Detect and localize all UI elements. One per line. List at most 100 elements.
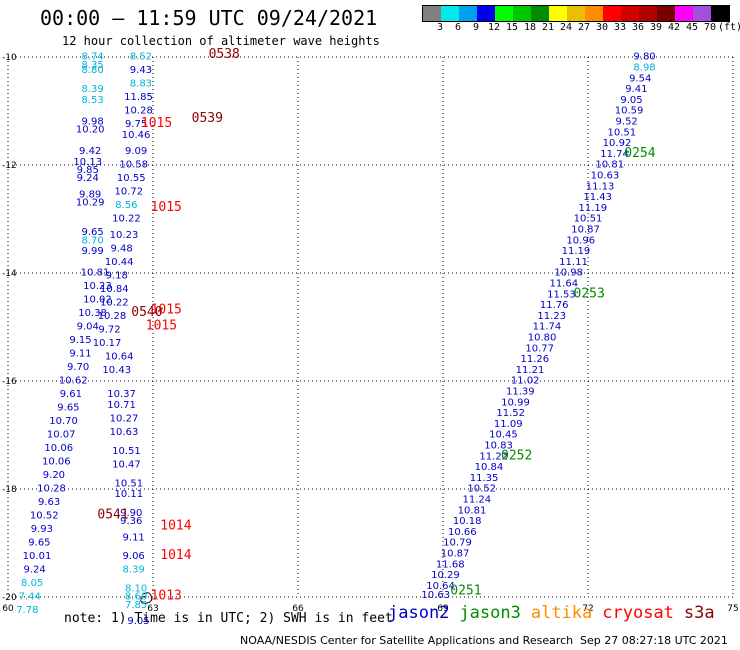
swh-value: 8.10 <box>125 584 147 595</box>
swh-value: 8.56 <box>115 200 137 211</box>
swh-value: 11.21 <box>516 365 545 376</box>
swh-value: 10.01 <box>23 551 52 562</box>
pass-time-label: 1015 <box>141 116 172 131</box>
swh-value: 9.75 <box>125 119 147 130</box>
pass-time-label: 1013 <box>151 589 182 604</box>
island-coastline <box>140 592 153 604</box>
swh-value: 9.99 <box>81 246 103 257</box>
x-tick-label: 66 <box>292 604 304 614</box>
swh-value: 10.84 <box>100 284 129 295</box>
color-scale-label: 45 <box>685 22 699 33</box>
swh-value: 10.96 <box>566 235 595 246</box>
swh-value: 11.11 <box>559 257 588 268</box>
map-title: 00:00 – 11:59 UTC 09/24/2021 <box>40 6 378 30</box>
swh-value: 10.84 <box>475 462 504 473</box>
pass-time-label: 0253 <box>574 286 605 301</box>
swh-value: 10.92 <box>603 138 632 149</box>
swh-value: 11.53 <box>547 289 576 300</box>
swh-value: 9.72 <box>98 324 120 335</box>
color-swatch <box>441 6 459 21</box>
y-tick-label: -20 <box>2 593 17 603</box>
swh-value: 10.23 <box>110 230 139 241</box>
swh-value: 10.29 <box>431 570 460 581</box>
swh-value: 9.43 <box>130 65 152 76</box>
swh-value: 7.44 <box>19 592 41 603</box>
swh-value: 10.43 <box>102 365 131 376</box>
color-scale-label: 36 <box>631 22 645 33</box>
swh-value: 9.05 <box>620 95 642 106</box>
swh-value: 10.71 <box>107 400 136 411</box>
footer-organization: NOAA/NESDIS Center for Satellite Applica… <box>240 634 574 647</box>
swh-value: 10.52 <box>30 511 59 522</box>
swh-value: 11.35 <box>470 473 499 484</box>
color-scale-label: 3 <box>436 22 444 33</box>
swh-value: 10.51 <box>115 478 144 489</box>
swh-value: 10.47 <box>112 459 141 470</box>
swh-value: 10.98 <box>554 268 583 279</box>
swh-value: 9.90 <box>120 508 142 519</box>
pass-time-label: 1015 <box>151 200 182 215</box>
swh-value: 10.11 <box>115 489 144 500</box>
color-scale-label: 27 <box>577 22 591 33</box>
swh-value: 9.65 <box>81 227 103 238</box>
pass-time-label: 0540 <box>131 305 162 320</box>
swh-value: 10.63 <box>110 427 139 438</box>
swh-value: 9.04 <box>77 322 99 333</box>
swh-value: 10.58 <box>119 160 148 171</box>
swh-value: 9.63 <box>38 497 60 508</box>
satellite-legend-item: altika <box>530 603 593 623</box>
y-tick-label: -18 <box>2 485 17 495</box>
swh-value: 10.02 <box>83 295 112 306</box>
swh-value: 11.24 <box>463 495 492 506</box>
swh-value: 9.15 <box>69 335 91 346</box>
swh-value: 11.43 <box>583 192 612 203</box>
swh-value: 8.74 <box>81 52 103 63</box>
y-tick-label: -10 <box>2 53 17 63</box>
color-scale-label: 42 <box>667 22 681 33</box>
pass-time-label: 1014 <box>160 519 191 534</box>
swh-value: 9.42 <box>79 146 101 157</box>
swh-value: 9.18 <box>106 270 128 281</box>
swh-value: 8.60 <box>125 592 147 603</box>
y-tick-label: -12 <box>2 161 17 171</box>
pass-time-label: 0538 <box>209 47 240 62</box>
swh-value: 9.06 <box>123 551 145 562</box>
swh-value: 9.48 <box>110 243 132 254</box>
swh-value: 10.80 <box>528 333 557 344</box>
swh-value: 11.39 <box>506 387 535 398</box>
swh-value: 10.28 <box>98 311 127 322</box>
swh-value: 11.64 <box>550 279 579 290</box>
swh-value: 9.11 <box>123 532 145 543</box>
color-scale-label: 21 <box>541 22 555 33</box>
swh-value: 9.11 <box>69 349 91 360</box>
swh-value: 8.80 <box>81 65 103 76</box>
swh-value: 11.02 <box>511 376 540 387</box>
color-scale-label: 12 <box>487 22 501 33</box>
color-swatch <box>693 6 711 21</box>
swh-value: 10.79 <box>443 538 472 549</box>
swh-value: 10.38 <box>78 308 107 319</box>
swh-value: 11.09 <box>494 419 523 430</box>
swh-value: 11.52 <box>496 408 525 419</box>
swh-value: 10.51 <box>608 127 637 138</box>
swh-value: 8.35 <box>81 60 103 71</box>
swh-value: 7.78 <box>16 605 38 616</box>
swh-value: 10.27 <box>110 414 139 425</box>
pass-time-label: 0251 <box>450 583 481 598</box>
swh-value: 8.83 <box>130 79 152 90</box>
x-tick-label: 69 <box>437 604 449 614</box>
color-swatch <box>639 6 657 21</box>
color-swatch <box>477 6 495 21</box>
color-scale-label: 9 <box>472 22 480 33</box>
swh-value: 10.45 <box>489 430 518 441</box>
swh-value: 11.74 <box>533 322 562 333</box>
swh-value: 10.77 <box>525 343 554 354</box>
swh-value: 9.93 <box>31 524 53 535</box>
swh-value: 10.81 <box>458 505 487 516</box>
swh-value: 10.87 <box>571 225 600 236</box>
swh-value: 10.99 <box>501 397 530 408</box>
color-scale-label: 15 <box>505 22 519 33</box>
color-swatch <box>459 6 477 21</box>
swh-value: 10.72 <box>115 187 144 198</box>
satellite-legend-item: jason2 <box>388 603 450 623</box>
